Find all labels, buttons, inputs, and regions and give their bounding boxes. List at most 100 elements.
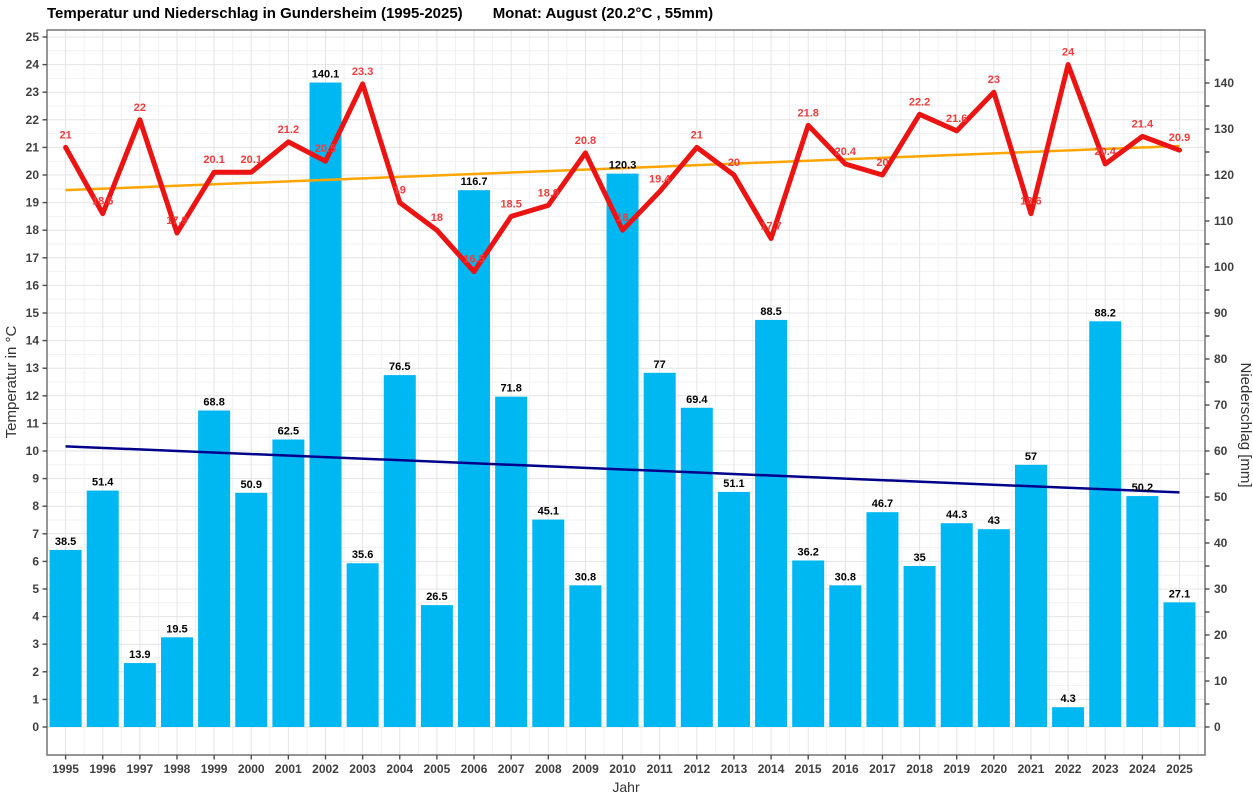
- xaxis-title: Jahr: [612, 779, 640, 795]
- temp-value-label: 18.6: [1020, 196, 1041, 208]
- precip-value-label: 77: [654, 359, 666, 371]
- yaxis-left-tick-label: 3: [32, 637, 39, 651]
- yaxis-right-tick-label: 60: [1214, 444, 1228, 458]
- precip-bar-2005: [420, 605, 453, 727]
- yaxis-left-tick-label: 1: [32, 692, 39, 706]
- yaxis-right-tick-label: 110: [1214, 214, 1234, 228]
- yaxis-right-title: Niederschlag [mm]: [1237, 362, 1253, 487]
- xaxis-year-label: 1996: [89, 762, 116, 776]
- xaxis-year-label: 2000: [238, 762, 265, 776]
- temp-value-label: 18: [431, 212, 443, 224]
- temp-value-label: 20.8: [575, 135, 596, 147]
- precip-value-label: 140.1: [312, 69, 340, 81]
- precip-bar-1998: [160, 637, 193, 727]
- precip-bar-2007: [495, 396, 528, 727]
- temp-value-label: 18.9: [538, 187, 559, 199]
- xaxis-year-label: 2016: [832, 762, 859, 776]
- temp-line: [63, 62, 1182, 275]
- temp-value-label: 18.5: [500, 198, 521, 210]
- precip-bar-2000: [235, 492, 268, 727]
- precip-value-label: 27.1: [1169, 588, 1190, 600]
- precip-value-label: 35: [913, 552, 925, 564]
- temp-value-label: 20.5: [315, 143, 336, 155]
- xaxis-year-label: 1999: [201, 762, 228, 776]
- precip-value-label: 43: [988, 515, 1000, 527]
- xaxis-year-label: 2017: [869, 762, 896, 776]
- xaxis-year-label: 2025: [1166, 762, 1193, 776]
- precip-value-label: 51.1: [723, 478, 744, 490]
- yaxis-left-tick-label: 10: [26, 444, 40, 458]
- precip-value-label: 38.5: [55, 536, 76, 548]
- yaxis-left-tick-label: 23: [26, 85, 40, 99]
- temp-value-label: 19: [394, 185, 406, 197]
- precip-value-label: 69.4: [686, 394, 708, 406]
- yaxis-left-tick-label: 11: [26, 416, 39, 430]
- xaxis-year-label: 2012: [683, 762, 710, 776]
- yaxis-left-tick-label: 9: [32, 472, 39, 486]
- yaxis-right-tick-label: 40: [1214, 536, 1228, 550]
- precip-value-label: 19.5: [166, 623, 187, 635]
- yaxis-left-tick-label: 24: [26, 58, 40, 72]
- precip-value-label: 120.3: [609, 160, 637, 172]
- precip-bar-2016: [829, 585, 862, 727]
- yaxis-left-tick-label: 14: [26, 334, 40, 348]
- precip-value-label: 88.5: [760, 306, 781, 318]
- xaxis-year-label: 2023: [1092, 762, 1119, 776]
- precip-bar-2010: [606, 173, 639, 727]
- yaxis-left-tick-label: 0: [32, 720, 39, 734]
- yaxis-left-tick-label: 21: [26, 140, 40, 154]
- precip-value-label: 116.7: [461, 176, 488, 188]
- xaxis-year-label: 2007: [498, 762, 525, 776]
- precip-bar-1995: [49, 549, 82, 727]
- xaxis-year-label: 2002: [312, 762, 339, 776]
- precip-bar-2020: [977, 529, 1010, 727]
- yaxis-right-tick-label: 30: [1214, 582, 1228, 596]
- temp-trendline: [65, 144, 1180, 192]
- yaxis-left-tick-label: 17: [26, 251, 40, 265]
- yaxis-right-tick-label: 130: [1214, 122, 1234, 136]
- precip-bar-2017: [866, 512, 899, 727]
- yaxis-right-tick-label: 90: [1214, 306, 1228, 320]
- precip-value-label: 71.8: [500, 383, 521, 395]
- temp-value-label: 20.4: [835, 146, 857, 158]
- yaxis-left-title: Temperatur in °C: [3, 325, 20, 438]
- temp-value-label: 18: [616, 212, 628, 224]
- yaxis-right-tick-label: 10: [1214, 674, 1228, 688]
- yaxis-left-tick-label: 19: [26, 196, 40, 210]
- precip-trendline: [65, 445, 1180, 494]
- precip-bar-2011: [643, 372, 676, 727]
- yaxis-right-tick-label: 140: [1214, 76, 1234, 90]
- xaxis-year-label: 2021: [1018, 762, 1045, 776]
- xaxis-year-label: 2020: [980, 762, 1007, 776]
- temp-value-label: 22.2: [909, 96, 930, 108]
- xaxis-year-label: 2008: [535, 762, 562, 776]
- precip-bar-2015: [792, 560, 825, 727]
- precip-bar-2004: [383, 375, 416, 727]
- yaxis-left-tick-label: 20: [26, 168, 40, 182]
- chart-title: Temperatur und Niederschlag in Gundershe…: [47, 5, 463, 22]
- precip-value-label: 44.3: [946, 509, 967, 521]
- precip-bar-2013: [717, 491, 750, 727]
- temp-value-label: 20: [728, 157, 740, 169]
- temp-value-label: 20.4: [1095, 146, 1117, 158]
- yaxis-left-tick-label: 22: [26, 113, 40, 127]
- xaxis-year-label: 2003: [349, 762, 376, 776]
- yaxis-left-tick-label: 16: [26, 278, 40, 292]
- precip-value-label: 62.5: [278, 426, 299, 438]
- temp-value-label: 16.5: [463, 254, 484, 266]
- yaxis-right-tick-label: 0: [1214, 720, 1221, 734]
- temp-value-label: 21.2: [278, 124, 299, 136]
- yaxis-left-tick-label: 15: [26, 306, 40, 320]
- yaxis-left-tick-label: 25: [26, 30, 40, 44]
- temp-value-label: 21.8: [797, 107, 818, 119]
- precip-value-label: 57: [1025, 451, 1037, 463]
- precip-value-label: 26.5: [426, 591, 447, 603]
- temp-value-label: 21.4: [1132, 118, 1154, 130]
- yaxis-left-tick-label: 6: [32, 554, 39, 568]
- yaxis-left-tick-label: 12: [26, 389, 40, 403]
- yaxis-left-tick-label: 4: [32, 610, 39, 624]
- temp-value-label: 18.6: [92, 196, 113, 208]
- precip-bar-2024: [1126, 496, 1159, 727]
- precip-bar-2006: [458, 190, 491, 727]
